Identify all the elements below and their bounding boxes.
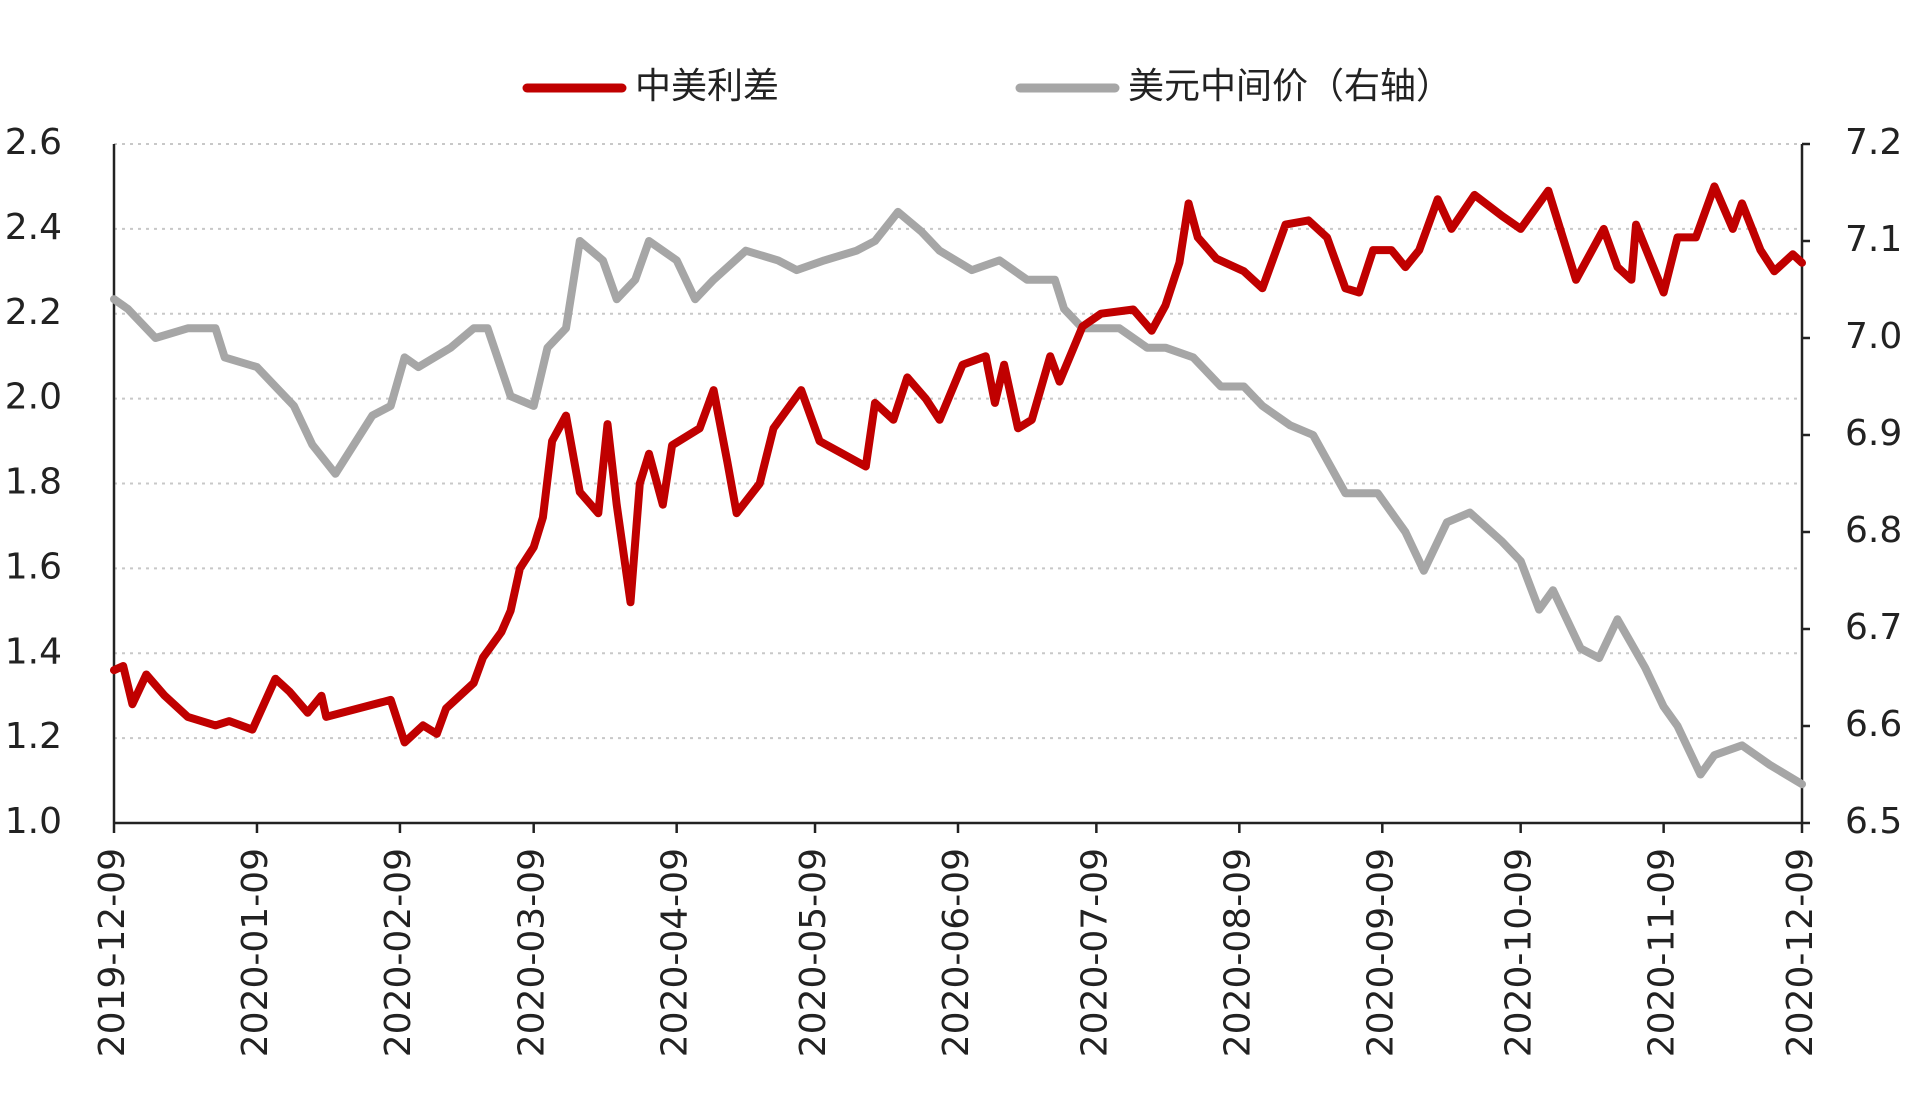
- y-tick-label: 2.2: [5, 292, 62, 333]
- y-tick-label: 2.6: [5, 122, 62, 163]
- x-tick-label: 2020-11-09: [1642, 848, 1683, 1057]
- x-tick-label: 2020-03-09: [512, 848, 553, 1057]
- y2-tick-label: 6.9: [1845, 413, 1902, 454]
- x-tick-label: 2019-12-09: [92, 848, 133, 1057]
- y2-tick-label: 6.6: [1845, 704, 1902, 745]
- y2-tick-label: 6.7: [1845, 607, 1902, 648]
- x-tick-label: 2020-05-09: [793, 848, 834, 1057]
- y2-tick-label: 7.1: [1845, 219, 1902, 260]
- x-tick-label: 2020-04-09: [655, 848, 696, 1057]
- y-tick-label: 1.6: [5, 546, 62, 587]
- legend-label: 中美利差: [635, 66, 779, 107]
- series-line: [110, 182, 1806, 747]
- y-tick-label: 1.4: [5, 631, 62, 672]
- y2-tick-label: 6.8: [1845, 510, 1902, 551]
- y-tick-label: 2.0: [5, 377, 62, 418]
- y-tick-label: 2.4: [5, 207, 62, 248]
- y2-tick-label: 7.2: [1845, 122, 1902, 163]
- y-tick-label: 1.8: [5, 462, 62, 503]
- legend-label: 美元中间价（右轴）: [1128, 66, 1452, 107]
- x-tick-label: 2020-10-09: [1499, 848, 1540, 1057]
- x-tick-label: 2020-01-09: [235, 848, 276, 1057]
- x-tick-label: 2020-09-09: [1360, 848, 1401, 1057]
- series-line: [110, 207, 1806, 789]
- x-tick-label: 2020-07-09: [1074, 848, 1115, 1057]
- y-tick-label: 1.0: [5, 801, 62, 842]
- x-tick-label: 2020-06-09: [936, 848, 977, 1057]
- y2-tick-label: 7.0: [1845, 316, 1902, 357]
- y2-tick-label: 6.5: [1845, 801, 1902, 842]
- y-tick-label: 1.2: [5, 716, 62, 757]
- x-tick-label: 2020-02-09: [378, 848, 419, 1057]
- x-tick-label: 2020-12-09: [1780, 848, 1821, 1057]
- x-tick-label: 2020-08-09: [1217, 848, 1258, 1057]
